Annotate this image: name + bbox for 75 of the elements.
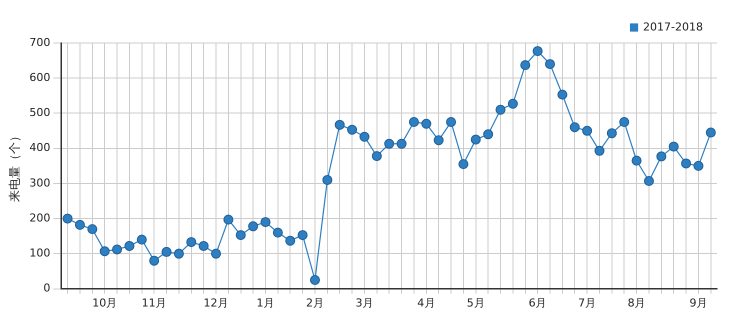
x-tick-label: 2月: [306, 296, 324, 310]
point: [483, 129, 494, 140]
point: [198, 240, 209, 251]
point: [582, 126, 592, 136]
point: [706, 128, 716, 138]
point: [136, 234, 147, 245]
point: [384, 138, 394, 149]
point: [557, 90, 568, 100]
x-tick-label: 5月: [466, 296, 485, 310]
x-tick-label: 4月: [417, 296, 436, 310]
y-tick-label: 400: [29, 141, 50, 154]
point: [322, 174, 332, 185]
point: [149, 256, 160, 266]
y-tick-label: 500: [29, 106, 50, 120]
point: [112, 244, 122, 254]
point: [396, 138, 407, 149]
point: [693, 160, 704, 171]
point: [656, 151, 666, 162]
point: [446, 117, 456, 128]
point: [372, 151, 382, 162]
x-tick-label: 10月: [92, 296, 118, 310]
point: [223, 214, 234, 225]
x-tick-label: 11月: [142, 296, 167, 310]
x-tick-label: 8月: [628, 296, 646, 310]
point: [186, 237, 196, 248]
point: [470, 134, 481, 145]
y-tick-label: 100: [29, 246, 50, 260]
point: [619, 117, 630, 128]
point: [644, 176, 654, 186]
point: [74, 220, 85, 230]
point: [594, 146, 604, 156]
x-tick-label: 1月: [256, 296, 274, 310]
point: [496, 104, 506, 115]
point: [260, 217, 270, 228]
y-tick-label: 0: [43, 282, 50, 295]
point: [347, 124, 358, 135]
x-tick-label: 3月: [355, 296, 374, 310]
point: [100, 246, 110, 256]
y-tick-label: 200: [29, 211, 50, 224]
y-tick-label: 700: [29, 36, 50, 49]
point: [298, 230, 308, 240]
x-tick-label: 12月: [204, 296, 229, 310]
point: [236, 230, 246, 240]
x-tick-label: 6月: [528, 296, 547, 310]
point: [545, 59, 556, 70]
point: [87, 224, 98, 234]
point: [421, 118, 432, 129]
x-tick-label: 9月: [689, 296, 708, 310]
point: [408, 117, 419, 128]
point: [520, 60, 530, 70]
point: [285, 236, 296, 246]
point: [162, 246, 172, 257]
point: [570, 122, 580, 132]
y-tick-label: 300: [29, 176, 50, 190]
point: [124, 240, 134, 251]
point: [62, 214, 73, 224]
point: [248, 221, 258, 232]
point: [434, 135, 444, 146]
point: [211, 248, 222, 259]
point: [668, 142, 679, 152]
point: [334, 120, 345, 130]
point: [174, 248, 184, 259]
legend-label: 2017-2018: [643, 20, 704, 34]
y-axis-title: 来电量（个）: [7, 130, 22, 202]
point: [681, 158, 692, 168]
point: [458, 159, 468, 170]
point: [606, 128, 617, 138]
point: [508, 98, 518, 109]
point: [532, 46, 543, 56]
y-tick-label: 600: [29, 70, 50, 84]
point: [359, 132, 370, 142]
point: [632, 156, 642, 166]
point: [272, 228, 283, 238]
x-tick-label: 7月: [578, 296, 596, 310]
point: [310, 275, 320, 286]
